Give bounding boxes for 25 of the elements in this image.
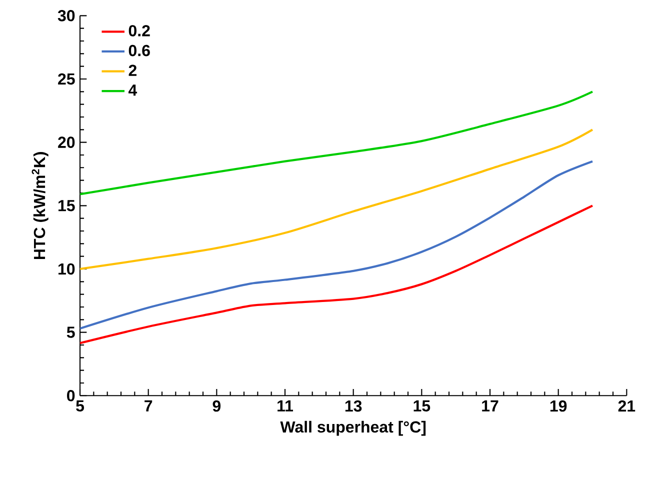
y-tick-label: 30	[58, 10, 75, 22]
line-series	[80, 160, 594, 330]
x-tick-label: 15	[414, 400, 430, 412]
y-tick-label: 5	[66, 326, 75, 338]
y-axis-title: HTC (kW/m$^{2}$K)	[32, 152, 48, 259]
x-tick-label: 21	[618, 400, 636, 412]
y-tick-label: 15	[58, 200, 75, 212]
x-axis-title: Wall superheat [°C]	[280, 420, 426, 436]
x-tick-label: 13	[345, 400, 362, 412]
x-tick-label: 9	[212, 400, 221, 412]
y-tick-label: 25	[58, 73, 75, 85]
y-tick-label: 0	[67, 390, 75, 402]
x-tick-label: 11	[278, 400, 294, 412]
x-tick-label: 19	[550, 400, 567, 412]
legend-label: 2	[128, 64, 136, 76]
legend-label: 0.6	[128, 44, 150, 56]
legend-label: 4	[128, 84, 138, 96]
y-tick-label: 20	[58, 136, 75, 148]
line-series	[80, 128, 594, 270]
x-tick-label: 7	[144, 400, 152, 412]
line-series	[80, 204, 594, 344]
x-tick-label: 5	[76, 400, 84, 412]
legend-label: 0.2	[128, 25, 150, 36]
y-tick-label: 10	[58, 263, 75, 275]
x-tick-label: 17	[482, 400, 498, 412]
